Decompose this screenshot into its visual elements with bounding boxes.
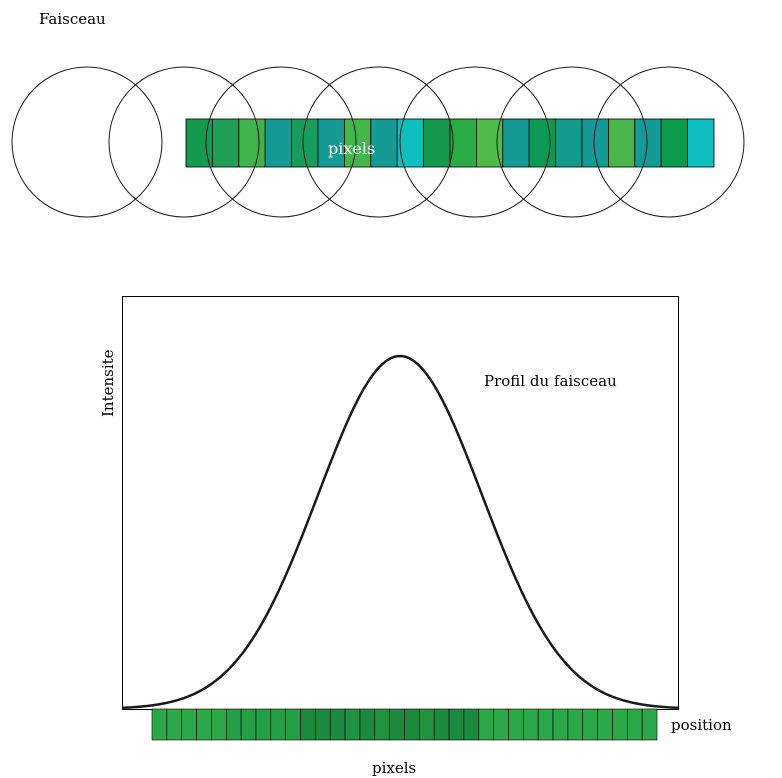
bottom-pixel bbox=[448, 708, 465, 741]
bottom-pixel bbox=[255, 708, 272, 741]
bottom-pixel bbox=[641, 708, 658, 741]
bottom-pixel bbox=[478, 708, 494, 741]
top-pixel bbox=[423, 118, 451, 168]
bottom-pixel bbox=[433, 708, 450, 741]
beam-circle bbox=[205, 66, 357, 218]
bottom-pixel bbox=[493, 708, 509, 741]
top-pixel bbox=[449, 118, 477, 168]
position-axis-label: position bbox=[671, 716, 732, 734]
bottom-pixel bbox=[225, 708, 242, 741]
bottom-pixel bbox=[196, 708, 212, 741]
top-pixel bbox=[370, 118, 398, 168]
bottom-pixel bbox=[537, 708, 554, 741]
bottom-pixel bbox=[597, 708, 613, 741]
top-pixel bbox=[317, 118, 345, 168]
bottom-pixel bbox=[315, 708, 331, 741]
top-pixels-label: pixels bbox=[328, 139, 375, 158]
bottom-pixel bbox=[389, 708, 405, 741]
bottom-pixel bbox=[270, 708, 286, 741]
beam-label: Faisceau bbox=[39, 10, 106, 28]
beam-circle bbox=[302, 66, 454, 218]
bottom-pixel bbox=[404, 708, 420, 741]
bottom-pixels-label: pixels bbox=[372, 759, 416, 777]
bottom-pixel bbox=[552, 708, 569, 741]
bottom-pixel bbox=[211, 708, 227, 741]
bottom-pixel bbox=[300, 708, 316, 741]
beam-circle bbox=[496, 66, 648, 218]
profile-title: Profil du faisceau bbox=[484, 372, 617, 390]
bottom-pixel bbox=[419, 708, 435, 741]
beam-circle bbox=[593, 66, 745, 218]
bottom-pixel bbox=[240, 708, 257, 741]
profile-frame bbox=[122, 296, 679, 710]
beam-circle bbox=[108, 66, 260, 218]
bottom-pixel bbox=[344, 708, 361, 741]
bottom-pixel bbox=[285, 708, 301, 741]
bottom-pixel bbox=[626, 708, 643, 741]
bottom-pixel bbox=[374, 708, 390, 741]
bottom-pixel bbox=[463, 708, 480, 741]
bottom-pixel bbox=[567, 708, 584, 741]
top-pixel bbox=[211, 118, 240, 168]
top-pixel bbox=[634, 118, 662, 168]
top-pixel bbox=[608, 118, 636, 168]
bottom-pixel bbox=[181, 708, 197, 741]
top-pixel bbox=[528, 118, 557, 168]
bottom-pixel bbox=[582, 708, 598, 741]
bottom-pixel bbox=[151, 708, 168, 741]
beam-circle bbox=[399, 66, 551, 218]
top-pixel-strip bbox=[185, 118, 715, 168]
beam-circle bbox=[11, 66, 163, 218]
bottom-pixel bbox=[166, 708, 183, 741]
bottom-pixel bbox=[523, 708, 539, 741]
beam-circles bbox=[11, 66, 745, 218]
top-pixel bbox=[555, 118, 583, 168]
bottom-pixel bbox=[359, 708, 376, 741]
top-pixel bbox=[502, 118, 530, 168]
top-pixel bbox=[238, 118, 266, 168]
top-pixel bbox=[396, 118, 425, 168]
intensity-axis-label: Intensite bbox=[99, 349, 117, 417]
bottom-pixel bbox=[612, 708, 628, 741]
top-pixel bbox=[687, 118, 715, 168]
top-pixel bbox=[264, 118, 293, 168]
bottom-pixel bbox=[508, 708, 524, 741]
bottom-pixel bbox=[329, 708, 346, 741]
bottom-pixel-strip bbox=[151, 708, 658, 741]
top-pixel bbox=[660, 118, 689, 168]
beam-profile-curve bbox=[121, 354, 679, 710]
